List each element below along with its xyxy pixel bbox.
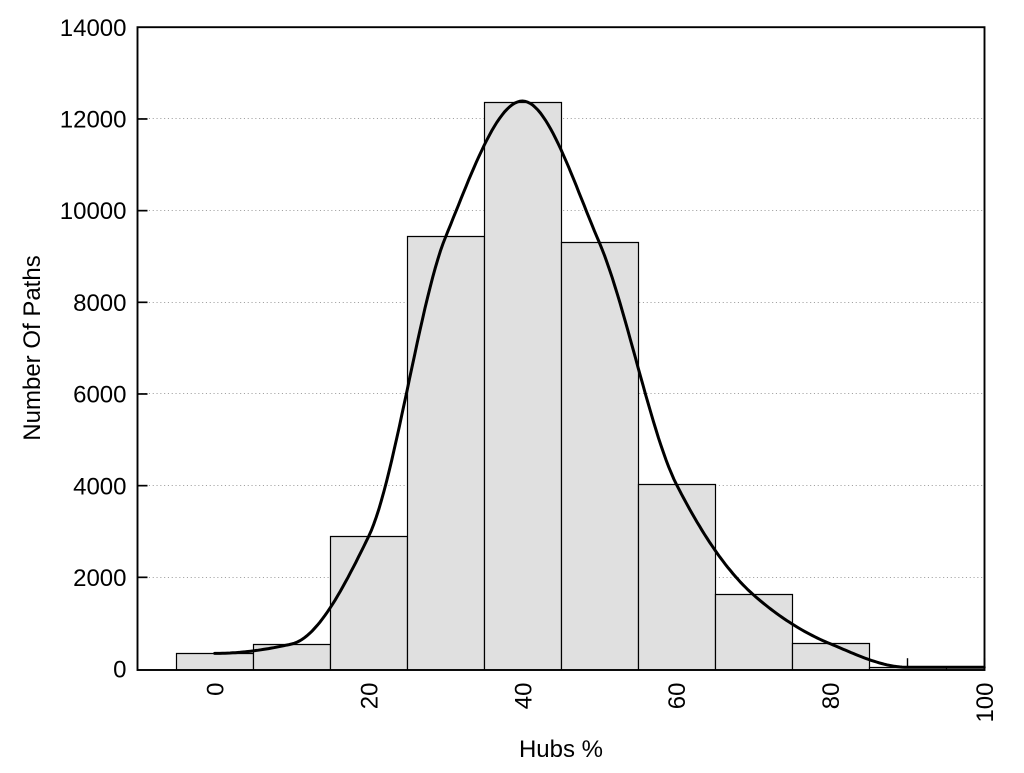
svg-text:80: 80 bbox=[818, 683, 845, 710]
svg-text:10000: 10000 bbox=[60, 198, 127, 225]
svg-text:Hubs %: Hubs % bbox=[519, 736, 603, 763]
svg-text:6000: 6000 bbox=[73, 382, 126, 409]
svg-text:40: 40 bbox=[510, 683, 537, 710]
svg-text:12000: 12000 bbox=[60, 107, 127, 134]
svg-text:Number Of Paths: Number Of Paths bbox=[19, 255, 46, 440]
svg-text:8000: 8000 bbox=[73, 290, 126, 317]
svg-text:100: 100 bbox=[972, 683, 999, 723]
svg-text:0: 0 bbox=[113, 657, 126, 684]
svg-text:4000: 4000 bbox=[73, 473, 126, 500]
svg-text:20: 20 bbox=[356, 683, 383, 710]
svg-text:0: 0 bbox=[203, 683, 230, 696]
svg-text:60: 60 bbox=[664, 683, 691, 710]
svg-text:14000: 14000 bbox=[60, 15, 127, 42]
svg-text:2000: 2000 bbox=[73, 565, 126, 592]
